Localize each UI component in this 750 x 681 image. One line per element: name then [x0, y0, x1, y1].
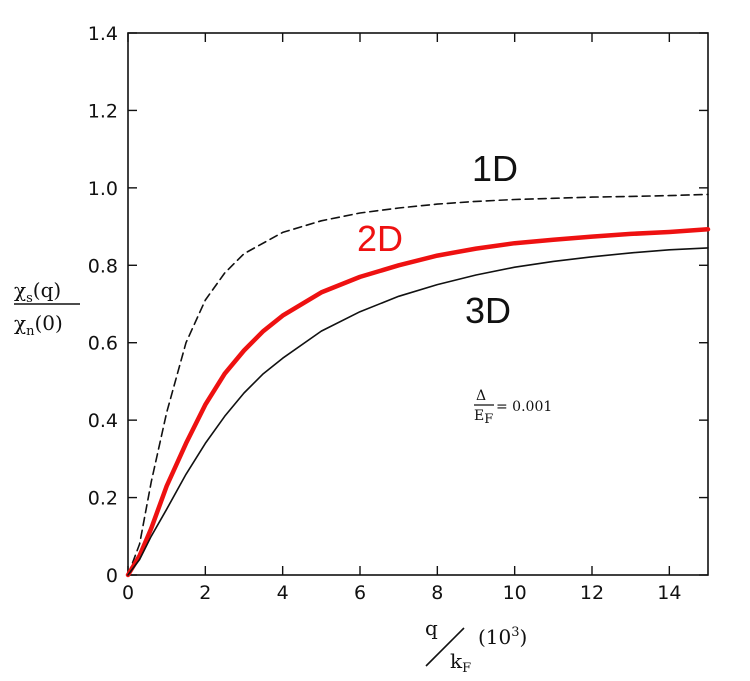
xlabel-tail: (10	[478, 625, 511, 649]
x-tick-label: 0	[122, 582, 134, 604]
y-tick-label: 0.2	[88, 488, 118, 510]
y-axis-label: χs(q) χn(0)	[14, 278, 80, 339]
svg-text:(103): (103)	[478, 625, 527, 649]
xlabel-close: )	[520, 625, 528, 649]
y-tick-label: 0.6	[88, 333, 118, 355]
xlabel-num: q	[425, 616, 438, 640]
x-tick-label: 2	[199, 582, 211, 604]
xlabel-den-sub: F	[462, 661, 471, 676]
series-line-2d	[125, 227, 711, 578]
series-line-3d	[127, 247, 709, 576]
series-label-1d: 1D	[472, 148, 518, 189]
svg-text:EF: EF	[474, 408, 493, 427]
y-tick-label: 0.4	[88, 410, 118, 432]
annotation-num: Δ	[476, 388, 486, 404]
series-label-2d: 2D	[357, 218, 403, 259]
y-tick-label: 0	[106, 565, 118, 587]
series-label-3d: 3D	[465, 290, 511, 331]
series-line-1d	[127, 193, 709, 576]
plot-border	[127, 32, 709, 576]
x-tick-label: 4	[277, 582, 289, 604]
ticks	[127, 32, 708, 576]
annotation-den-sub: F	[484, 412, 493, 427]
svg-text:χn(0): χn(0)	[14, 311, 63, 339]
xlabel-slash	[425, 627, 465, 667]
x-tick-label: 8	[431, 582, 443, 604]
x-tick-label: 6	[354, 582, 366, 604]
annotation-den-main: E	[474, 408, 484, 424]
annotation-delta-ratio: Δ EF = 0.001	[474, 388, 552, 427]
svg-text:kF: kF	[450, 649, 471, 676]
plot-frame	[127, 32, 709, 576]
xlabel-sup: 3	[511, 625, 519, 640]
ylabel-den-sub: n	[26, 324, 35, 339]
x-tick-label: 12	[580, 582, 604, 604]
ylabel-num-sub: s	[26, 291, 33, 306]
ylabel-num-main: χ	[14, 278, 26, 302]
ylabel-num-tail: (q)	[33, 278, 61, 302]
series-lines	[125, 193, 711, 578]
y-tick-label: 1.4	[88, 23, 118, 45]
xlabel-den-main: k	[450, 649, 463, 673]
tick-labels: 0 2 4 6 8 10 12 14 0 0.2 0.4 0.6 0.8 1.0 1.2 1.4	[88, 23, 682, 604]
ylabel-den-main: χ	[14, 311, 26, 335]
annotation-value: = 0.001	[496, 399, 552, 415]
x-tick-label: 14	[657, 582, 681, 604]
ylabel-den-tail: (0)	[35, 311, 63, 335]
y-tick-label: 1.0	[88, 178, 118, 200]
svg-text:χs(q): χs(q)	[14, 278, 61, 306]
y-tick-label: 1.2	[88, 100, 118, 122]
x-tick-label: 10	[503, 582, 527, 604]
x-axis-label: q kF (103)	[425, 616, 527, 676]
y-tick-label: 0.8	[88, 255, 118, 277]
